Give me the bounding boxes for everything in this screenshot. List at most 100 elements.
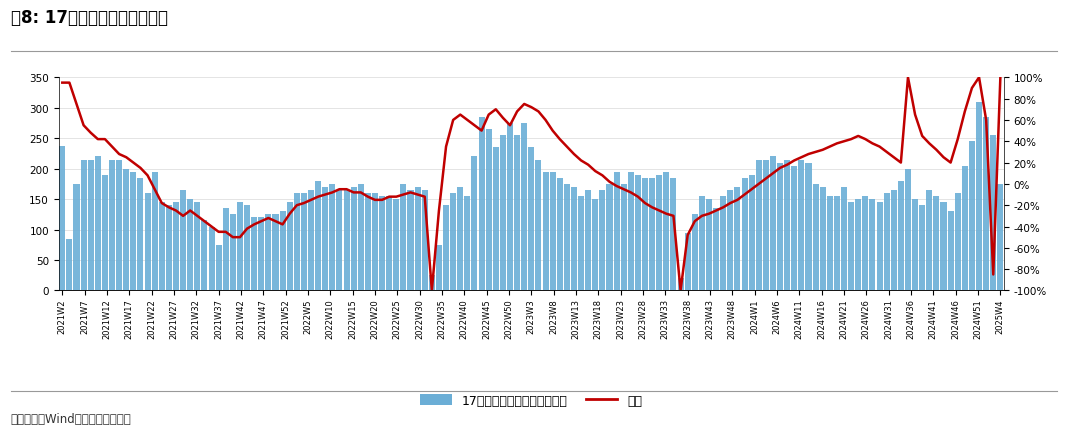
Bar [152,172,158,291]
Bar [571,187,577,291]
Bar [642,178,648,291]
Bar [258,218,264,291]
Bar [486,130,491,291]
Bar [671,178,676,291]
Bar [223,209,229,291]
Bar [685,233,691,291]
Bar [862,197,868,291]
Bar [656,175,662,291]
Bar [492,148,499,291]
Bar [607,184,613,291]
Bar [180,191,186,291]
Bar [265,215,271,291]
Bar [308,191,314,291]
Bar [208,227,215,291]
Bar [827,197,833,291]
Bar [237,203,244,291]
Bar [301,194,307,291]
Bar [280,212,285,291]
Bar [350,187,357,291]
Bar [166,206,172,291]
Bar [698,197,705,291]
Bar [230,215,236,291]
Bar [990,136,996,291]
Bar [101,175,108,291]
Bar [621,184,627,291]
Bar [109,160,115,291]
Bar [323,187,328,291]
Bar [336,191,343,291]
Bar [756,160,761,291]
Bar [791,166,798,291]
Bar [855,200,861,291]
Legend: 17城二手房成交面积（万方）, 同比: 17城二手房成交面积（万方）, 同比 [415,389,647,412]
Bar [720,197,726,291]
Bar [478,118,485,291]
Bar [692,215,697,291]
Bar [74,184,79,291]
Bar [727,191,734,291]
Bar [471,157,477,291]
Bar [969,142,975,291]
Bar [891,191,897,291]
Bar [443,206,449,291]
Bar [393,200,399,291]
Bar [130,172,137,291]
Bar [88,160,94,291]
Bar [95,157,100,291]
Bar [187,200,193,291]
Bar [465,197,470,291]
Bar [877,203,882,291]
Bar [933,197,940,291]
Bar [550,172,555,291]
Bar [883,194,890,291]
Bar [529,148,534,291]
Bar [344,191,349,291]
Bar [194,203,201,291]
Bar [585,191,592,291]
Bar [962,166,968,291]
Bar [663,172,670,291]
Bar [116,160,122,291]
Bar [564,184,570,291]
Bar [984,118,989,291]
Bar [841,187,847,291]
Bar [521,124,528,291]
Bar [905,169,911,291]
Bar [778,163,783,291]
Bar [66,239,73,291]
Bar [763,160,769,291]
Bar [294,194,300,291]
Bar [735,187,740,291]
Bar [436,245,442,291]
Bar [898,181,904,291]
Bar [315,181,321,291]
Bar [387,197,392,291]
Bar [216,245,222,291]
Bar [408,191,413,291]
Bar [614,172,619,291]
Bar [414,187,421,291]
Bar [976,102,983,291]
Bar [507,124,513,291]
Text: 数据来源：Wind、开源证券研究所: 数据来源：Wind、开源证券研究所 [11,412,131,425]
Bar [245,206,250,291]
Bar [784,160,790,291]
Bar [799,160,804,291]
Bar [202,221,207,291]
Bar [819,187,826,291]
Bar [593,200,598,291]
Bar [947,212,954,291]
Bar [741,178,748,291]
Bar [628,172,633,291]
Bar [848,203,854,291]
Bar [500,136,506,291]
Bar [869,200,876,291]
Bar [80,160,87,291]
Bar [286,203,293,291]
Bar [272,215,279,291]
Bar [138,178,143,291]
Bar [634,175,641,291]
Bar [514,136,520,291]
Bar [941,203,946,291]
